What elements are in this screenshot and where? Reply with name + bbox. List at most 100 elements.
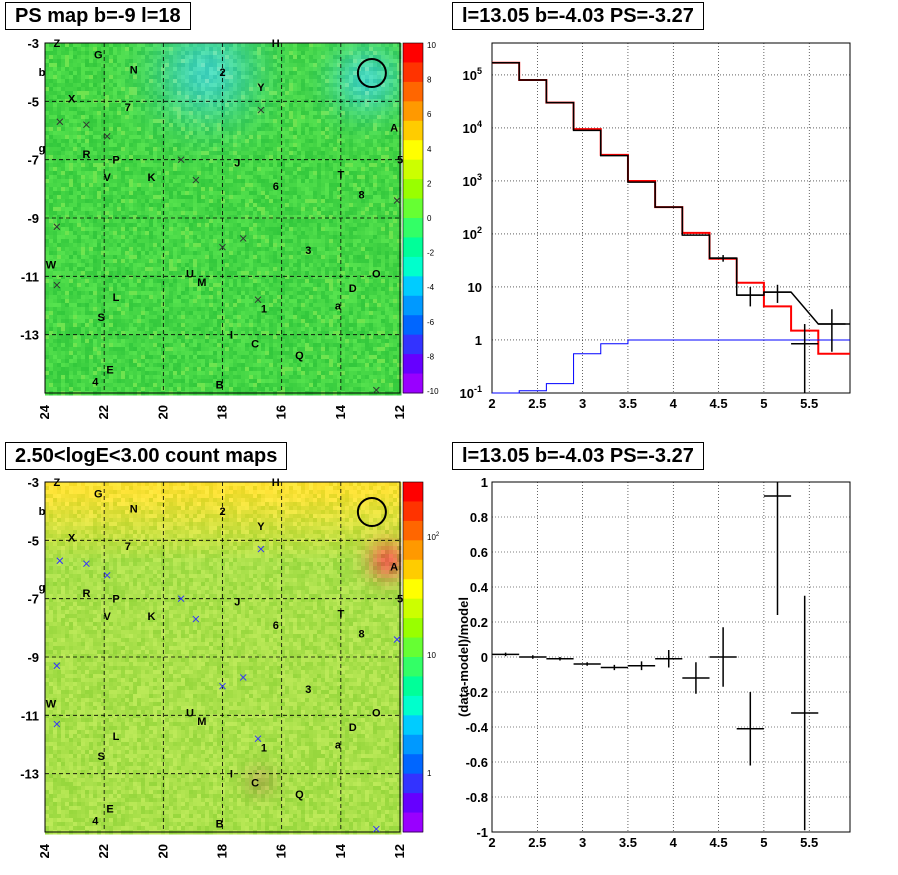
ps-map-cell [145, 55, 150, 60]
ps-map-cell [237, 115, 242, 120]
ps-map-cell [49, 303, 54, 308]
ps-map-cell [213, 151, 218, 156]
ps-map-cell [265, 227, 270, 232]
ps-map-cell [81, 111, 86, 116]
ps-map-cell [217, 303, 222, 308]
ps-map-cell [145, 287, 150, 292]
ps-map-cell [149, 183, 154, 188]
ps-map-cell [133, 343, 138, 348]
ps-map-cell [225, 371, 230, 376]
ps-map-cell [161, 187, 166, 192]
ps-map-cell [129, 95, 134, 100]
ps-map-cell [233, 167, 238, 172]
ps-map-cell [229, 267, 234, 272]
ps-map-cell [129, 51, 134, 56]
ps-map-cell [129, 111, 134, 116]
ps-map-cell [113, 123, 118, 128]
ps-map-cell [85, 299, 90, 304]
ps-map-cell [73, 263, 78, 268]
ps-map-cell [141, 103, 146, 108]
ps-map-cell [57, 259, 62, 264]
ps-map-cell [189, 167, 194, 172]
ps-map-cell [101, 187, 106, 192]
ps-map-cell [245, 191, 250, 196]
ps-map-cell [193, 323, 198, 328]
ps-map-cell [181, 175, 186, 180]
ps-map-cell [137, 259, 142, 264]
ps-map-cell [189, 203, 194, 208]
ps-map-cell [249, 343, 254, 348]
ps-map-cell [45, 355, 50, 360]
ps-map-cell [225, 51, 230, 56]
ps-map-cell [253, 347, 258, 352]
ps-map-cell [265, 103, 270, 108]
ps-map-cell [237, 183, 242, 188]
ps-map-cell [65, 307, 70, 312]
ps-map-cell [173, 127, 178, 132]
ps-map-cell [209, 331, 214, 336]
ps-map-cell [105, 219, 110, 224]
ps-map-cell [185, 151, 190, 156]
ps-map-cell [105, 127, 110, 132]
ps-map-cell [49, 371, 54, 376]
ps-map-cell [217, 87, 222, 92]
ps-map-cell [125, 387, 130, 392]
ps-map-cell [45, 231, 50, 236]
ps-map-cell [65, 71, 70, 76]
ps-map-cell [121, 375, 126, 380]
ps-map-cell [237, 367, 242, 372]
ps-map-cell [73, 339, 78, 344]
ps-map-cell [49, 383, 54, 388]
ps-map-cell [61, 67, 66, 72]
ps-map-cell [197, 271, 202, 276]
ps-map-cell [213, 87, 218, 92]
ps-map-cell [109, 135, 114, 140]
ps-map-cell [165, 167, 170, 172]
ps-map-cell [209, 103, 214, 108]
ps-map-cell [101, 75, 106, 80]
ps-map-cell [249, 179, 254, 184]
ps-map-cell [113, 171, 118, 176]
ps-map-cell [61, 147, 66, 152]
ps-map-cell [97, 143, 102, 148]
ps-map-cell [269, 111, 274, 116]
ps-map-cell [165, 315, 170, 320]
ps-map-cell [217, 183, 222, 188]
ps-map-cell [197, 211, 202, 216]
ps-map-cell [241, 219, 246, 224]
ps-map-cell [65, 91, 70, 96]
ps-map-cell [73, 235, 78, 240]
ps-map-cell [205, 67, 210, 72]
ps-map-cell [177, 255, 182, 260]
ps-map-cell [201, 179, 206, 184]
ps-map-cell [217, 215, 222, 220]
ps-map-cell [89, 215, 94, 220]
ps-map-cell [157, 155, 162, 160]
ps-map-cell [261, 347, 266, 352]
ps-map-cell [257, 207, 262, 212]
ps-map-cell [45, 155, 50, 160]
ps-map-cell [145, 195, 150, 200]
ps-map-cell [169, 247, 174, 252]
ps-map-cell [93, 303, 98, 308]
ps-map-cell [149, 115, 154, 120]
ps-map-cell [185, 207, 190, 212]
ps-map-cell [241, 307, 246, 312]
ps-map-cell [93, 335, 98, 340]
ps-map-cell [201, 91, 206, 96]
ps-map-cell [169, 291, 174, 296]
ps-map-cell [217, 99, 222, 104]
ps-map-cell [257, 187, 262, 192]
ps-map-cell [197, 199, 202, 204]
ps-map-cell [49, 243, 54, 248]
ps-map-cell [57, 339, 62, 344]
ps-map-cell [249, 171, 254, 176]
ps-map-cell [149, 79, 154, 84]
ps-map-cell [105, 75, 110, 80]
ps-map-cell [133, 307, 138, 312]
ps-map-cell [213, 363, 218, 368]
ps-map-cell [77, 51, 82, 56]
ps-map-cell [253, 43, 258, 48]
ps-map-cell [221, 43, 226, 48]
ps-map-cell [201, 343, 206, 348]
